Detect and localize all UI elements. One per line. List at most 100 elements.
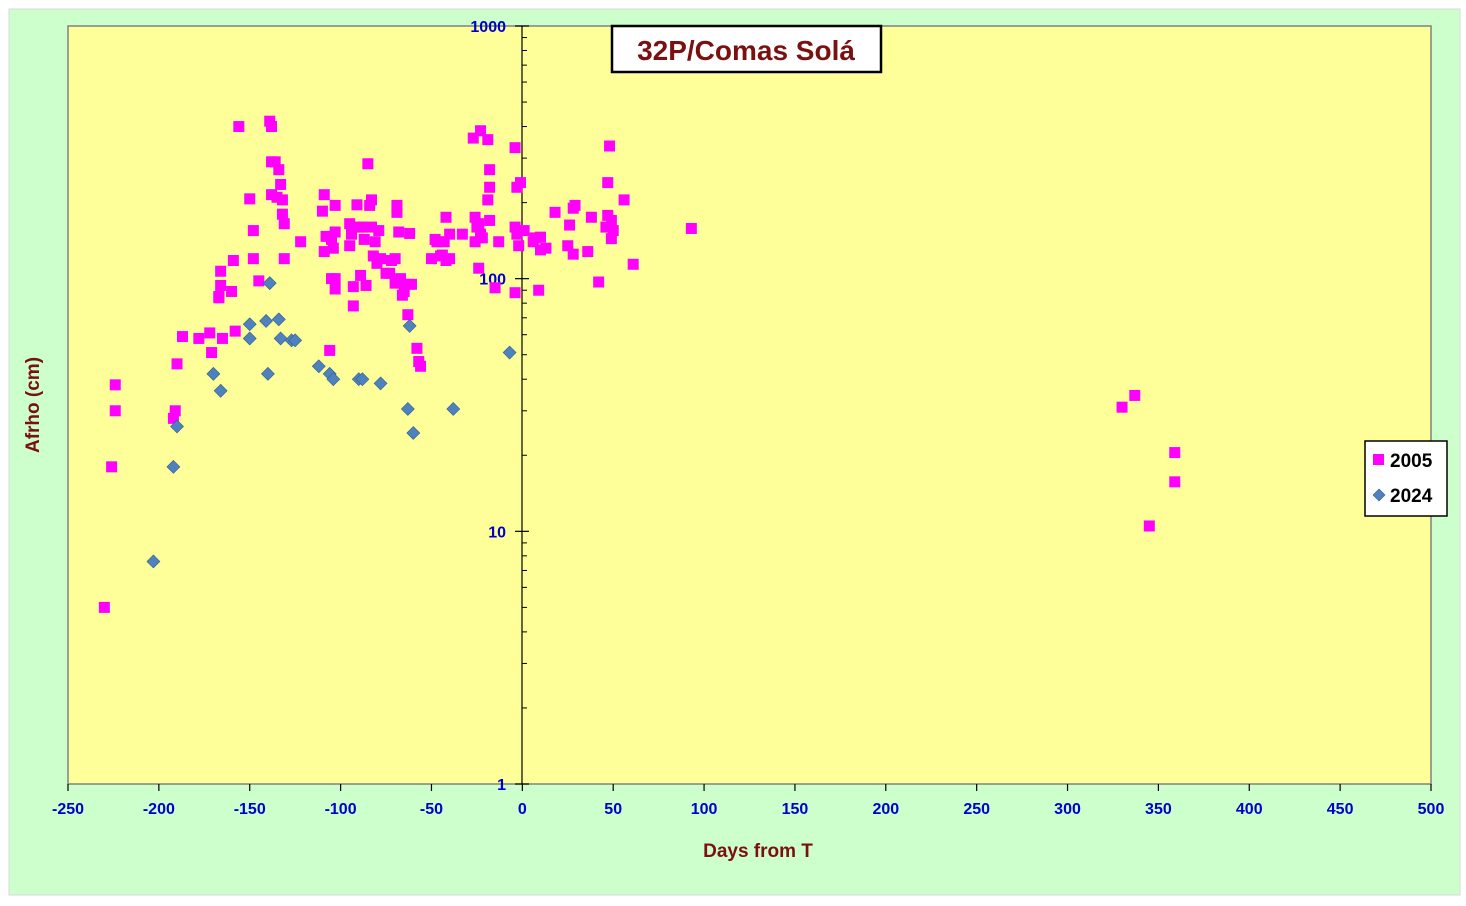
data-point-2024 (402, 319, 417, 333)
x-tick-label: 450 (1327, 801, 1354, 818)
data-point-2005 (482, 134, 494, 146)
data-point-2024 (273, 331, 288, 346)
data-point-2005 (169, 405, 181, 417)
data-point-2005 (395, 273, 407, 285)
data-point-2005 (318, 189, 330, 201)
data-point-2005 (278, 253, 290, 265)
data-point-2005 (482, 194, 494, 206)
data-point-2024 (260, 366, 275, 381)
data-point-2005 (607, 225, 619, 237)
data-point-2024 (262, 276, 277, 291)
data-point-2024 (242, 317, 257, 332)
data-point-2024 (502, 345, 517, 360)
data-point-2005 (109, 379, 121, 391)
data-point-2005 (327, 242, 339, 254)
legend: 2005 2024 (1364, 440, 1448, 517)
data-point-2005 (484, 164, 496, 176)
data-point-2005 (473, 262, 485, 274)
data-point-2005 (533, 284, 545, 296)
x-tick-label: 150 (782, 801, 809, 818)
data-point-2005 (215, 279, 227, 291)
data-points (98, 115, 1181, 613)
data-point-2005 (346, 228, 358, 240)
data-point-2005 (273, 164, 285, 176)
legend-box (1364, 440, 1448, 517)
data-point-2005 (106, 461, 118, 473)
y-tick-label: 10 (488, 524, 506, 541)
data-point-2005 (484, 181, 496, 193)
data-point-2005 (373, 225, 385, 237)
data-point-2005 (549, 206, 561, 218)
data-point-2024 (206, 366, 221, 381)
legend-label-2024: 2024 (1390, 486, 1433, 507)
x-tick-label: -200 (143, 801, 175, 818)
data-point-2005 (440, 211, 452, 223)
data-point-2005 (204, 327, 216, 339)
x-tick-label: -250 (52, 801, 84, 818)
data-point-2005 (355, 269, 367, 281)
data-point-2005 (329, 226, 341, 238)
data-point-2005 (329, 199, 341, 211)
data-point-2024 (213, 383, 228, 398)
data-point-2005 (98, 601, 110, 613)
data-point-2005 (365, 221, 377, 233)
legend-marker-2005 (1373, 454, 1384, 465)
data-point-2005 (564, 219, 576, 231)
data-point-2005 (444, 228, 456, 240)
x-tick-label: 500 (1418, 801, 1445, 818)
data-point-2005 (515, 177, 527, 189)
data-point-2005 (318, 246, 330, 258)
data-point-2005 (456, 228, 468, 240)
data-point-2005 (226, 285, 238, 297)
data-point-2005 (518, 225, 530, 237)
data-point-2005 (685, 222, 697, 234)
data-point-2005 (535, 231, 547, 243)
chart-title-box: 32P/Comas Solá (610, 24, 883, 74)
data-point-2005 (404, 227, 416, 239)
data-point-2005 (475, 125, 487, 137)
data-point-2024 (400, 402, 415, 416)
data-point-2005 (393, 226, 405, 238)
data-point-2005 (360, 279, 372, 291)
data-point-2005 (511, 228, 523, 240)
data-point-2005 (605, 233, 617, 245)
data-point-2005 (582, 246, 594, 258)
data-point-2005 (540, 242, 552, 254)
data-point-2005 (213, 292, 225, 304)
x-axis: -250 -200 -150 -100 -50 0 50 100 150 200 250 300 350… (52, 784, 1444, 818)
data-point-2024 (242, 331, 257, 346)
x-tick-label: -50 (420, 801, 443, 818)
data-point-2005 (176, 331, 188, 343)
data-point-2005 (266, 121, 278, 133)
x-tick-label: 200 (872, 801, 899, 818)
data-point-2005 (391, 206, 403, 218)
data-point-2005 (215, 265, 227, 277)
data-point-2005 (344, 240, 356, 252)
data-point-2005 (438, 236, 450, 248)
data-point-2005 (276, 208, 288, 220)
data-point-2005 (604, 140, 616, 152)
data-point-2005 (109, 405, 121, 417)
y-axis-title: Afrho (cm) (23, 357, 44, 453)
x-tick-label: 350 (1145, 801, 1172, 818)
data-point-2005 (275, 178, 287, 190)
data-point-2005 (493, 236, 505, 248)
data-point-2005 (509, 221, 521, 233)
data-point-2005 (415, 360, 427, 372)
x-tick-label: 400 (1236, 801, 1263, 818)
data-point-2005 (605, 214, 617, 226)
data-point-2005 (351, 199, 363, 211)
data-point-2005 (167, 412, 179, 424)
data-point-2005 (473, 218, 485, 230)
data-point-2005 (216, 332, 228, 344)
data-point-2005 (375, 253, 387, 265)
data-point-2005 (569, 199, 581, 211)
data-point-2005 (253, 275, 265, 287)
x-tick-label: -150 (234, 801, 266, 818)
data-point-2024 (446, 402, 461, 416)
data-point-2005 (344, 218, 356, 230)
data-point-2024 (373, 376, 388, 391)
data-point-2005 (347, 281, 359, 293)
data-point-2005 (278, 218, 290, 230)
